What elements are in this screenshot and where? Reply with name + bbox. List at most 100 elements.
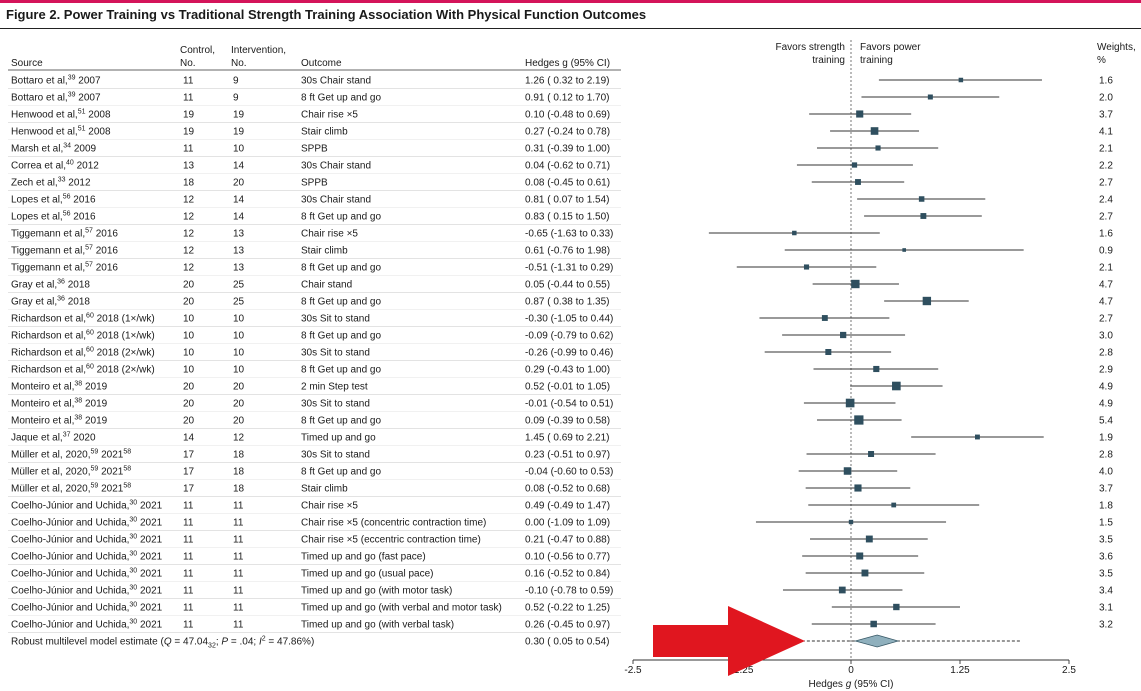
intervention-cell: 20 bbox=[233, 399, 245, 410]
favors-strength-line1: Favors strength bbox=[776, 42, 845, 53]
favors-power-line2: training bbox=[860, 55, 893, 66]
hedges-g-cell: 0.16 (-0.52 to 0.84) bbox=[525, 569, 610, 580]
source-cell: Marsh et al,34 2009 bbox=[11, 143, 97, 155]
control-cell: 11 bbox=[183, 586, 194, 597]
weight-cell: 4.9 bbox=[1099, 399, 1113, 410]
outcome-cell: Chair rise ×5 bbox=[301, 229, 358, 240]
control-cell: 12 bbox=[183, 212, 195, 223]
weight-cell: 4.7 bbox=[1099, 297, 1113, 308]
effect-marker bbox=[920, 213, 927, 219]
effect-marker bbox=[902, 248, 907, 252]
intervention-cell: 10 bbox=[233, 365, 245, 376]
hedges-g-cell: 1.26 ( 0.32 to 2.19) bbox=[525, 76, 610, 87]
row-band bbox=[8, 241, 621, 259]
source-cell: Coelho-Júnior and Uchida,30 2021 bbox=[11, 551, 163, 563]
control-cell: 11 bbox=[183, 569, 194, 580]
header-control-line1: Control, bbox=[180, 45, 215, 56]
hedges-g-cell: 0.49 (-0.49 to 1.47) bbox=[525, 501, 610, 512]
effect-marker bbox=[892, 381, 901, 391]
row-band bbox=[8, 207, 621, 225]
effect-marker bbox=[856, 552, 864, 560]
summary-hedges-g: 0.30 ( 0.05 to 0.54) bbox=[525, 637, 610, 648]
weight-cell: 5.4 bbox=[1099, 416, 1113, 427]
weight-cell: 1.9 bbox=[1099, 433, 1113, 444]
hedges-g-cell: -0.30 (-1.05 to 0.44) bbox=[525, 314, 613, 325]
control-cell: 20 bbox=[183, 416, 195, 427]
weight-cell: 3.7 bbox=[1099, 484, 1113, 495]
source-cell: Correa et al,40 2012 bbox=[11, 160, 99, 172]
source-cell: Lopes et al,56 2016 bbox=[11, 211, 96, 223]
hedges-g-cell: 0.08 (-0.52 to 0.68) bbox=[525, 484, 610, 495]
effect-marker bbox=[851, 162, 858, 168]
row-band bbox=[8, 343, 621, 361]
intervention-cell: 13 bbox=[233, 263, 245, 274]
outcome-cell: Stair climb bbox=[301, 127, 348, 138]
outcome-cell: 8 ft Get up and go bbox=[301, 365, 381, 376]
source-cell: Gray et al,36 2018 bbox=[11, 296, 90, 308]
row-band bbox=[8, 547, 621, 565]
control-cell: 20 bbox=[183, 280, 195, 291]
intervention-cell: 9 bbox=[233, 93, 239, 104]
weight-cell: 1.5 bbox=[1099, 518, 1113, 529]
header-source: Source bbox=[11, 58, 43, 69]
source-cell: Coelho-Júnior and Uchida,30 2021 bbox=[11, 534, 163, 546]
source-cell: Müller et al, 2020,59 202158 bbox=[11, 466, 131, 478]
source-cell: Coelho-Júnior and Uchida,30 2021 bbox=[11, 517, 163, 529]
control-cell: 20 bbox=[183, 297, 195, 308]
intervention-cell: 11 bbox=[233, 552, 244, 563]
summary-label: Robust multilevel model estimate (Q = 47… bbox=[11, 636, 314, 650]
intervention-cell: 14 bbox=[233, 161, 245, 172]
effect-marker bbox=[856, 110, 864, 118]
hedges-g-cell: -0.26 (-0.99 to 0.46) bbox=[525, 348, 613, 359]
intervention-cell: 11 bbox=[233, 518, 244, 529]
control-cell: 10 bbox=[183, 331, 195, 342]
control-cell: 11 bbox=[183, 501, 194, 512]
effect-marker bbox=[803, 264, 810, 270]
header-weights-line1: Weights, bbox=[1097, 42, 1136, 53]
effect-marker bbox=[854, 484, 862, 492]
figure-title: Figure 2. Power Training vs Traditional … bbox=[6, 7, 647, 22]
weight-cell: 1.6 bbox=[1099, 229, 1113, 240]
intervention-cell: 25 bbox=[233, 297, 245, 308]
source-cell: Richardson et al,60 2018 (1×/wk) bbox=[11, 330, 155, 342]
header-control-line2: No. bbox=[180, 58, 196, 69]
outcome-cell: Timed up and go (fast pace) bbox=[301, 552, 426, 563]
effect-marker bbox=[870, 620, 877, 628]
control-cell: 14 bbox=[183, 433, 195, 444]
weight-cell: 4.1 bbox=[1099, 127, 1113, 138]
row-band bbox=[8, 479, 621, 497]
outcome-cell: Timed up and go bbox=[301, 433, 376, 444]
row-band bbox=[8, 105, 621, 123]
hedges-g-cell: 0.05 (-0.44 to 0.55) bbox=[525, 280, 610, 291]
source-cell: Richardson et al,60 2018 (2×/wk) bbox=[11, 347, 155, 359]
outcome-cell: 8 ft Get up and go bbox=[301, 331, 381, 342]
effect-marker bbox=[922, 296, 932, 306]
weight-cell: 3.2 bbox=[1099, 620, 1113, 631]
effect-marker bbox=[838, 586, 846, 594]
effect-marker bbox=[840, 331, 847, 339]
effect-marker bbox=[870, 127, 879, 135]
outcome-cell: 30s Sit to stand bbox=[301, 450, 370, 461]
outcome-cell: 30s Sit to stand bbox=[301, 399, 370, 410]
control-cell: 17 bbox=[183, 450, 195, 461]
source-cell: Müller et al, 2020,59 202158 bbox=[11, 483, 131, 495]
plot-area bbox=[708, 40, 1044, 660]
header-outcome: Outcome bbox=[301, 58, 342, 69]
hedges-g-cell: 0.00 (-1.09 to 1.09) bbox=[525, 518, 610, 529]
row-band bbox=[8, 615, 621, 633]
source-cell: Henwood et al,51 2008 bbox=[11, 126, 111, 138]
intervention-cell: 18 bbox=[233, 467, 245, 478]
source-cell: Tiggemann et al,57 2016 bbox=[11, 228, 118, 240]
control-cell: 17 bbox=[183, 484, 195, 495]
outcome-cell: Chair rise ×5 (concentric contraction ti… bbox=[301, 518, 486, 529]
header-intervention-line2: No. bbox=[231, 58, 247, 69]
weight-cell: 3.1 bbox=[1099, 603, 1113, 614]
effect-marker bbox=[873, 365, 880, 373]
outcome-cell: Stair climb bbox=[301, 484, 348, 495]
effect-marker bbox=[843, 467, 852, 475]
intervention-cell: 10 bbox=[233, 314, 245, 325]
source-cell: Monteiro et al,38 2019 bbox=[11, 398, 108, 410]
control-cell: 12 bbox=[183, 195, 195, 206]
header-intervention-line1: Intervention, bbox=[231, 45, 286, 56]
